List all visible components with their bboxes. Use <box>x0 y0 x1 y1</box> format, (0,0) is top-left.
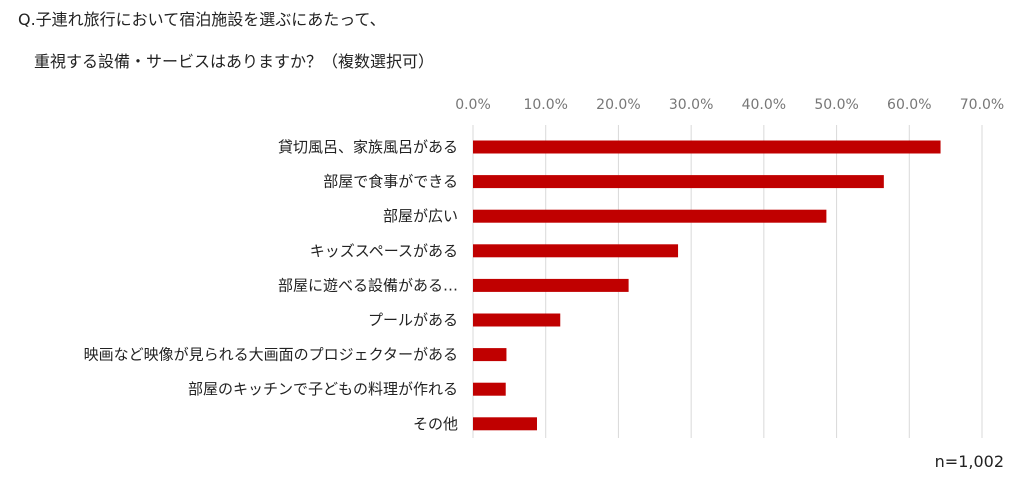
bar <box>473 417 537 431</box>
x-tick-label: 30.0% <box>669 97 713 113</box>
x-tick-label: 40.0% <box>742 97 786 113</box>
category-label: キッズスペースがある <box>310 242 458 260</box>
bar <box>473 140 941 154</box>
category-label: 映画など映像が見られる大画面のプロジェクターがある <box>84 346 458 364</box>
x-tick-label: 60.0% <box>887 97 931 113</box>
category-label: プールがある <box>368 311 458 329</box>
chart-title: Q.子連れ旅行において宿泊施設を選ぶにあたって、 <box>18 10 386 29</box>
category-label: 貸切風呂、家族風呂がある <box>278 138 458 156</box>
bar <box>473 382 506 396</box>
sample-size-note: n=1,002 <box>934 452 1004 471</box>
x-tick-label: 0.0% <box>455 97 491 113</box>
chart-subtitle: 重視する設備・サービスはありますか？（複数選択可） <box>34 52 435 71</box>
x-tick-label: 10.0% <box>523 97 567 113</box>
category-label: その他 <box>413 415 458 433</box>
x-tick-label: 20.0% <box>596 97 640 113</box>
category-label: 部屋で食事ができる <box>323 173 458 191</box>
x-tick-label: 50.0% <box>814 97 858 113</box>
bar <box>473 348 507 362</box>
bar <box>473 175 884 189</box>
bar <box>473 278 629 292</box>
category-label: 部屋が広い <box>383 207 458 225</box>
x-tick-label: 70.0% <box>960 97 1004 113</box>
bar <box>473 244 679 258</box>
category-label: 部屋に遊べる設備がある… <box>278 276 458 294</box>
category-label: 部屋のキッチンで子どもの料理が作れる <box>188 380 458 398</box>
bar <box>473 209 827 223</box>
bar <box>473 313 561 327</box>
